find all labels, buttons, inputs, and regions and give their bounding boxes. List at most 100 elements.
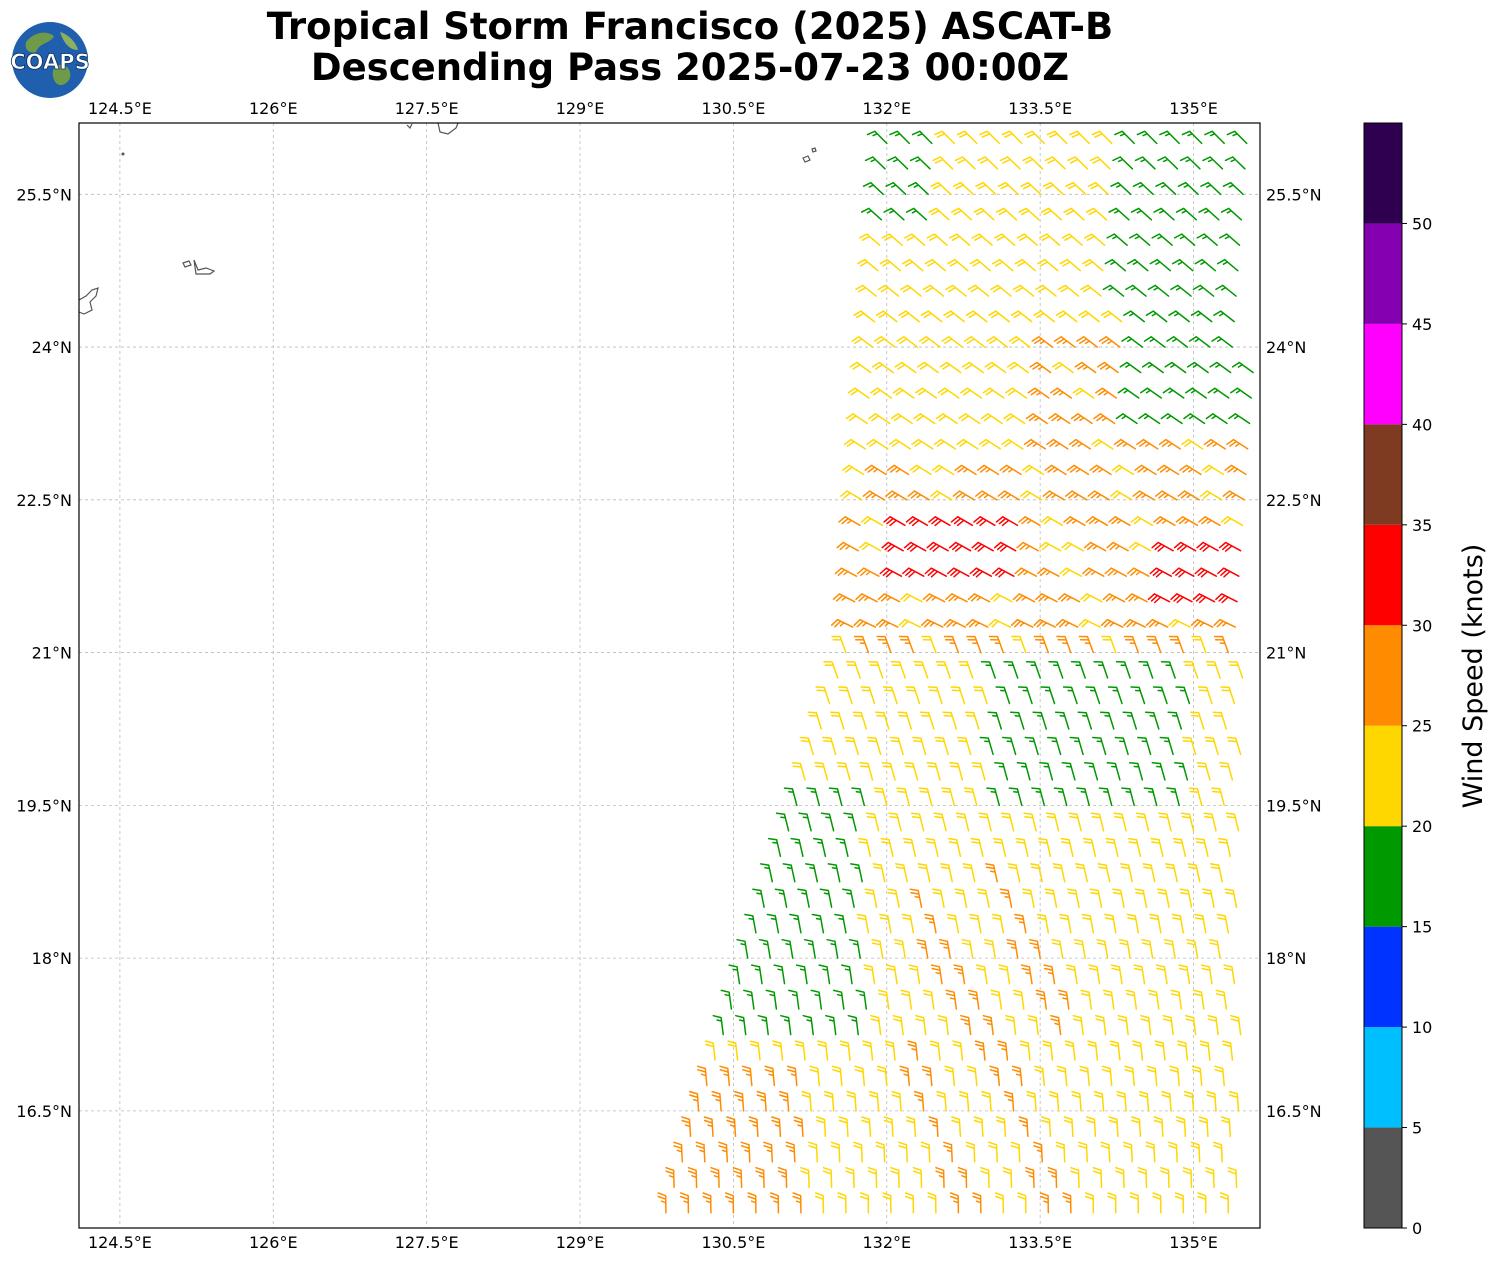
wind-barb-242 bbox=[1178, 964, 1191, 985]
wind-barb-224 bbox=[773, 964, 786, 985]
wind-barb-608 bbox=[1042, 490, 1065, 501]
wind-barb-365 bbox=[1045, 812, 1060, 832]
wind-barb-162 bbox=[952, 1040, 964, 1061]
wind-barb-318 bbox=[917, 863, 931, 883]
wind-barb-134 bbox=[854, 1065, 866, 1087]
wind-barb-684 bbox=[1140, 387, 1163, 399]
wind-barb-806 bbox=[1175, 207, 1198, 221]
wind-barb-438 bbox=[897, 711, 913, 730]
wind-barb-96 bbox=[1108, 1116, 1119, 1138]
wind-barb-498 bbox=[988, 635, 1005, 654]
wind-barb-651 bbox=[1203, 438, 1226, 450]
wind-barb-558 bbox=[1127, 567, 1150, 577]
wind-barb-441 bbox=[964, 711, 980, 730]
wind-barb-138 bbox=[944, 1065, 956, 1087]
wind-barb-842 bbox=[1224, 156, 1246, 170]
wind-barb-499 bbox=[1011, 635, 1027, 654]
wind-barb-251 bbox=[871, 938, 884, 959]
wind-barb-210 bbox=[967, 989, 980, 1010]
wind-barb-212 bbox=[1012, 989, 1025, 1010]
wind-barb-471 bbox=[1220, 686, 1236, 705]
map-frame bbox=[78, 122, 1261, 1229]
wind-barb-610 bbox=[1087, 490, 1110, 501]
wind-barb-226 bbox=[818, 964, 831, 985]
wind-barb-433 bbox=[1226, 736, 1242, 756]
wind-barb-168 bbox=[1087, 1040, 1099, 1061]
wind-barb-112 bbox=[913, 1090, 925, 1112]
wind-barb-9 bbox=[859, 1192, 870, 1214]
wind-barb-275 bbox=[924, 913, 937, 934]
wind-barb-176 bbox=[735, 1014, 747, 1036]
wind-barb-260 bbox=[1073, 938, 1086, 959]
wind-barb-513 bbox=[920, 618, 944, 628]
wind-barb-435 bbox=[830, 711, 845, 730]
wind-barb-809 bbox=[862, 181, 884, 196]
wind-barb-68 bbox=[1033, 1141, 1043, 1163]
wind-barb-271 bbox=[834, 913, 847, 934]
wind-barb-285 bbox=[1149, 913, 1162, 934]
wind-barb-788 bbox=[1151, 233, 1173, 246]
wind-barb-391 bbox=[1166, 787, 1180, 807]
wind-barb-319 bbox=[940, 863, 953, 883]
wind-barb-405 bbox=[1039, 762, 1054, 781]
wind-barb-606 bbox=[997, 490, 1020, 501]
wind-barb-588 bbox=[995, 516, 1019, 527]
wind-barb-537 bbox=[1057, 593, 1081, 603]
wind-barb-723 bbox=[1211, 336, 1234, 348]
wind-barb-170 bbox=[1132, 1040, 1144, 1061]
wind-barb-278 bbox=[991, 913, 1005, 934]
wind-barb-465 bbox=[1085, 686, 1101, 705]
wind-barb-214 bbox=[1057, 989, 1070, 1010]
wind-barb-731 bbox=[1010, 310, 1033, 323]
wind-barb-777 bbox=[904, 233, 926, 246]
wind-barb-626 bbox=[1044, 464, 1067, 476]
title-line-2: Descending Pass 2025-07-23 00:00Z bbox=[310, 46, 1070, 89]
lon-tick-label-top-4: 130.5°E bbox=[701, 99, 765, 118]
wind-barb-340 bbox=[947, 837, 962, 858]
lon-tick-label-top-6: 133.5°E bbox=[1008, 99, 1072, 118]
wind-barb-668 bbox=[1183, 413, 1206, 425]
wind-barb-301 bbox=[1022, 888, 1035, 908]
wind-barb-296 bbox=[909, 888, 923, 908]
wind-barb-712 bbox=[963, 336, 986, 348]
wind-barb-377 bbox=[851, 787, 866, 807]
wind-barb-770 bbox=[1127, 258, 1149, 272]
wind-barb-300 bbox=[999, 888, 1013, 908]
wind-barb-65 bbox=[965, 1141, 976, 1163]
lon-tick-label-bottom-7: 135°E bbox=[1169, 1233, 1218, 1252]
wind-barb-486 bbox=[1138, 661, 1154, 679]
wind-barb-316 bbox=[872, 863, 886, 883]
wind-barb-507 bbox=[1191, 635, 1207, 654]
wind-barb-249 bbox=[826, 938, 839, 959]
wind-barb-15 bbox=[994, 1192, 1005, 1214]
wind-barb-74 bbox=[1168, 1141, 1178, 1163]
wind-barb-822 bbox=[1155, 181, 1177, 196]
wind-barb-701 bbox=[1119, 361, 1142, 374]
wind-barb-21 bbox=[1129, 1192, 1140, 1214]
wind-barb-108 bbox=[823, 1090, 835, 1112]
wind-barb-197 bbox=[1207, 1014, 1219, 1036]
wind-barb-733 bbox=[1055, 310, 1078, 323]
island-top-small bbox=[406, 123, 413, 130]
wind-barb-800 bbox=[1040, 207, 1063, 221]
wind-barb-449 bbox=[1144, 711, 1160, 730]
wind-barb-420 bbox=[934, 736, 949, 756]
wind-barb-811 bbox=[907, 181, 929, 196]
wind-barb-667 bbox=[1160, 413, 1183, 425]
wind-barb-175 bbox=[712, 1014, 724, 1036]
wind-barb-522 bbox=[1123, 618, 1146, 628]
wind-barb-672 bbox=[870, 387, 893, 399]
wind-barb-189 bbox=[1027, 1014, 1039, 1036]
wind-barb-323 bbox=[1029, 863, 1043, 883]
wind-barb-66 bbox=[988, 1141, 998, 1163]
wind-barb-402 bbox=[971, 762, 986, 781]
wind-barb-557 bbox=[1104, 567, 1128, 577]
wind-barb-673 bbox=[892, 387, 915, 399]
wind-barb-241 bbox=[1155, 964, 1168, 985]
wind-barb-293 bbox=[842, 888, 855, 908]
wind-barb-172 bbox=[1177, 1040, 1189, 1061]
wind-barb-754 bbox=[1147, 284, 1170, 297]
wind-barb-216 bbox=[1102, 989, 1115, 1010]
wind-barb-575 bbox=[1106, 541, 1129, 552]
wind-barb-434 bbox=[807, 711, 823, 730]
